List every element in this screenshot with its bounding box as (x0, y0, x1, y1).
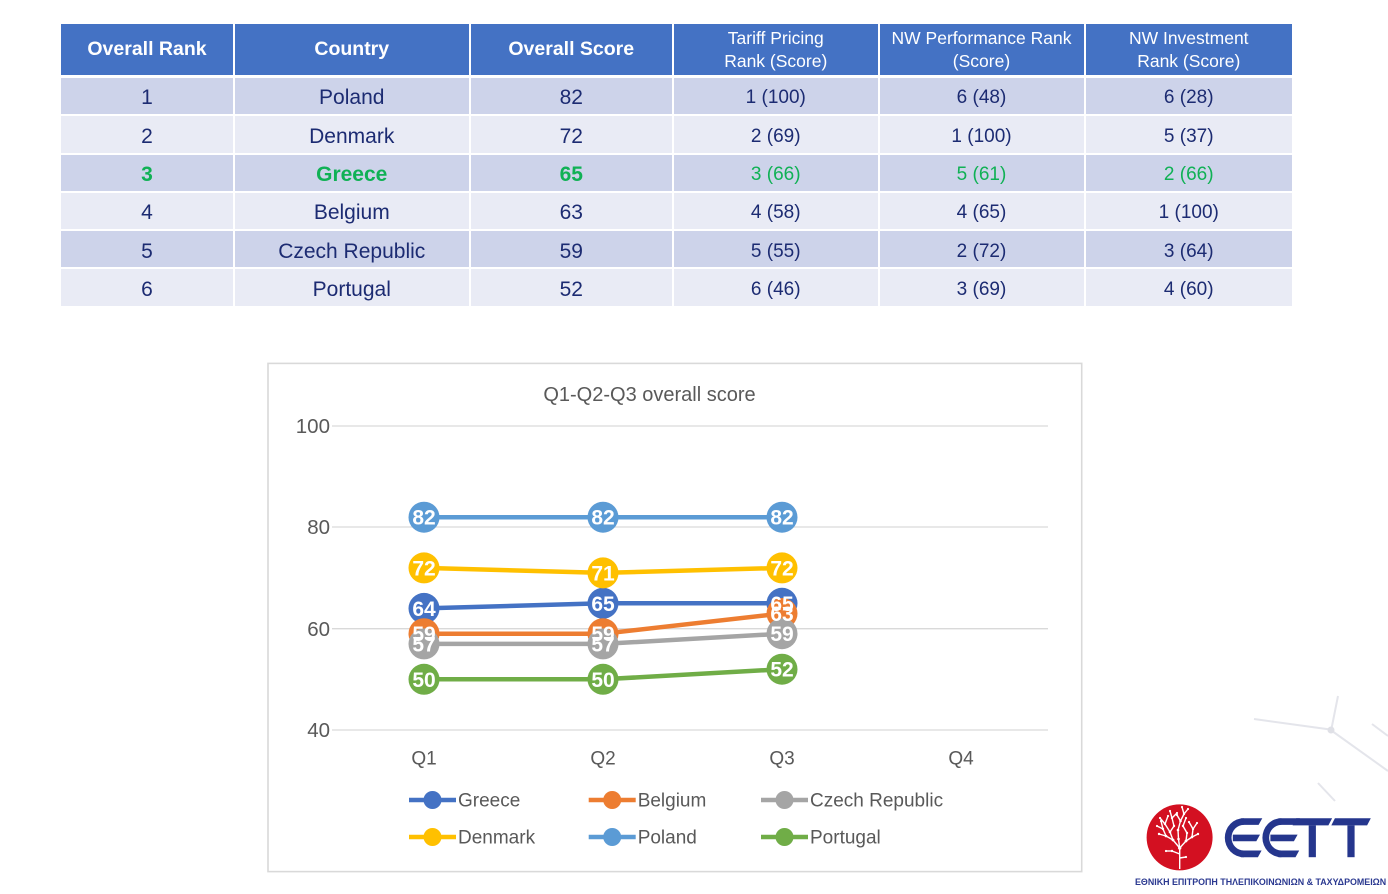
svg-text:71: 71 (591, 562, 615, 585)
svg-text:59: 59 (591, 623, 614, 646)
svg-text:Czech Republic: Czech Republic (810, 791, 943, 812)
svg-text:72: 72 (770, 557, 793, 580)
svg-text:80: 80 (307, 516, 330, 539)
svg-text:50: 50 (412, 669, 435, 692)
svg-text:82: 82 (412, 507, 435, 530)
svg-text:100: 100 (296, 415, 330, 438)
svg-text:82: 82 (770, 507, 793, 530)
svg-text:40: 40 (307, 719, 330, 742)
svg-text:63: 63 (770, 603, 793, 626)
svg-text:52: 52 (770, 659, 793, 682)
svg-text:Belgium: Belgium (638, 791, 707, 812)
svg-text:Q1-Q2-Q3 overall score: Q1-Q2-Q3 overall score (543, 384, 755, 406)
svg-text:64: 64 (412, 598, 436, 621)
svg-text:Q2: Q2 (590, 749, 615, 770)
svg-text:82: 82 (591, 507, 614, 530)
svg-text:59: 59 (412, 623, 435, 646)
svg-text:72: 72 (412, 557, 435, 580)
svg-text:Portugal: Portugal (810, 828, 881, 849)
svg-text:57: 57 (412, 633, 435, 656)
svg-text:Q3: Q3 (769, 749, 794, 770)
svg-text:Q4: Q4 (948, 749, 974, 770)
svg-text:57: 57 (591, 633, 614, 656)
svg-text:50: 50 (591, 669, 614, 692)
svg-text:59: 59 (770, 623, 793, 646)
svg-text:65: 65 (770, 593, 794, 616)
svg-text:Denmark: Denmark (458, 828, 536, 849)
svg-text:65: 65 (591, 593, 615, 616)
svg-text:Q1: Q1 (411, 749, 436, 770)
svg-text:Poland: Poland (638, 828, 697, 849)
svg-text:Greece: Greece (458, 791, 520, 812)
svg-text:60: 60 (307, 618, 330, 641)
